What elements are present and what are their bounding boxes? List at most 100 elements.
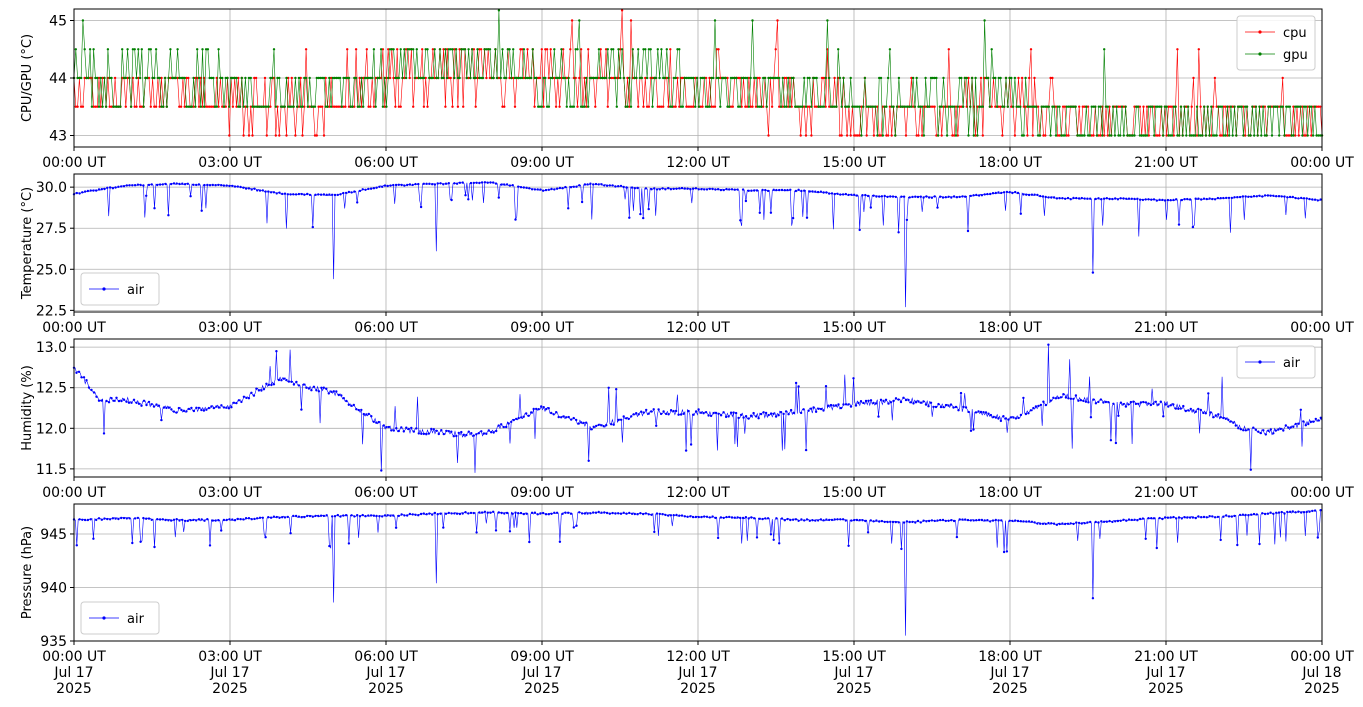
data-point: [1270, 105, 1274, 108]
data-point: [1008, 191, 1011, 194]
data-point: [997, 417, 1000, 420]
data-point: [1144, 198, 1147, 201]
data-point: [154, 48, 158, 51]
data-point: [467, 76, 470, 80]
data-point: [595, 76, 599, 80]
data-point: [602, 425, 605, 428]
data-point: [553, 48, 556, 51]
data-point: [455, 512, 459, 515]
data-point: [1228, 105, 1231, 108]
data-point: [886, 195, 889, 199]
data-point: [612, 423, 615, 426]
data-point: [625, 512, 628, 515]
data-point: [808, 519, 811, 522]
data-point: [892, 399, 895, 403]
data-point: [1284, 424, 1288, 427]
data-point: [939, 518, 942, 522]
data-point: [578, 184, 581, 187]
data-point: [966, 518, 970, 522]
data-point: [1224, 105, 1227, 108]
data-point: [653, 76, 656, 80]
data-point: [96, 76, 99, 80]
data-point: [1062, 393, 1065, 396]
data-point: [522, 48, 526, 51]
data-point: [1299, 105, 1302, 108]
data-point: [1232, 421, 1235, 424]
data-point: [97, 188, 101, 191]
data-point: [782, 412, 785, 416]
data-point: [830, 192, 834, 195]
x-tick-label: 15:00 UT: [822, 320, 886, 336]
data-point: [901, 105, 904, 108]
data-point: [881, 134, 884, 137]
data-point: [369, 76, 372, 80]
data-point: [747, 105, 751, 108]
data-point: [1050, 522, 1053, 525]
data-point: [94, 105, 97, 108]
data-point: [1017, 416, 1020, 420]
data-point: [192, 105, 195, 108]
data-point: [964, 406, 968, 409]
data-point: [904, 105, 908, 108]
data-point: [828, 518, 831, 522]
grid-lines: [73, 174, 1323, 312]
data-point: [662, 105, 665, 108]
data-point: [731, 76, 734, 80]
data-point: [678, 105, 681, 108]
data-point: [399, 105, 402, 108]
data-point: [247, 517, 251, 520]
data-point: [467, 512, 470, 515]
data-point: [1238, 195, 1242, 199]
data-point: [1195, 105, 1199, 108]
data-point: [544, 188, 548, 192]
data-point: [360, 76, 363, 80]
data-point: [278, 134, 281, 137]
data-point: [611, 184, 614, 187]
data-point: [1194, 197, 1197, 200]
data-point: [1137, 402, 1140, 406]
data-point: [172, 518, 176, 521]
data-point: [644, 187, 648, 190]
data-point: [1069, 105, 1072, 108]
data-point: [207, 406, 211, 410]
data-point: [1294, 134, 1297, 137]
data-point: [497, 9, 501, 12]
data-point: [99, 76, 103, 80]
data-point: [389, 184, 392, 187]
data-point: [272, 515, 276, 518]
data-point: [511, 184, 514, 187]
data-point: [1017, 105, 1020, 108]
data-point: [1094, 105, 1097, 108]
data-point: [140, 105, 143, 108]
data-point: [1090, 105, 1093, 108]
data-point: [681, 76, 684, 80]
data-point: [256, 105, 260, 108]
data-point: [869, 399, 873, 402]
legend-marker: [1258, 30, 1262, 34]
data-point: [781, 105, 784, 108]
data-point: [847, 544, 850, 547]
data-point: [319, 514, 323, 517]
data-point: [183, 76, 186, 80]
data-point: [308, 105, 311, 108]
data-point: [940, 105, 943, 108]
data-point: [603, 76, 606, 80]
data-point: [897, 76, 901, 80]
data-point: [89, 518, 92, 521]
data-point: [130, 401, 133, 404]
data-point: [197, 105, 201, 108]
data-point: [665, 76, 668, 80]
data-point: [725, 515, 728, 519]
data-point: [922, 196, 925, 199]
data-point: [655, 188, 659, 191]
data-point: [974, 134, 977, 137]
series-air: [72, 509, 1323, 636]
data-point: [292, 193, 295, 196]
data-point: [271, 76, 274, 80]
data-point: [1252, 512, 1256, 516]
data-point: [816, 190, 820, 194]
data-point: [564, 511, 567, 514]
data-point: [1258, 105, 1261, 108]
data-point: [941, 196, 945, 199]
data-point: [1074, 394, 1078, 397]
